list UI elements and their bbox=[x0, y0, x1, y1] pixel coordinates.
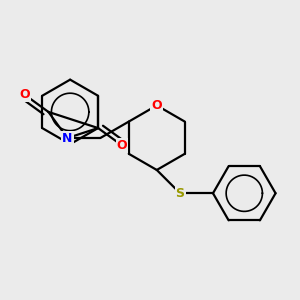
Text: O: O bbox=[152, 99, 162, 112]
Text: S: S bbox=[176, 187, 184, 200]
Text: N: N bbox=[62, 131, 73, 145]
Text: O: O bbox=[117, 139, 128, 152]
Text: O: O bbox=[19, 88, 30, 101]
